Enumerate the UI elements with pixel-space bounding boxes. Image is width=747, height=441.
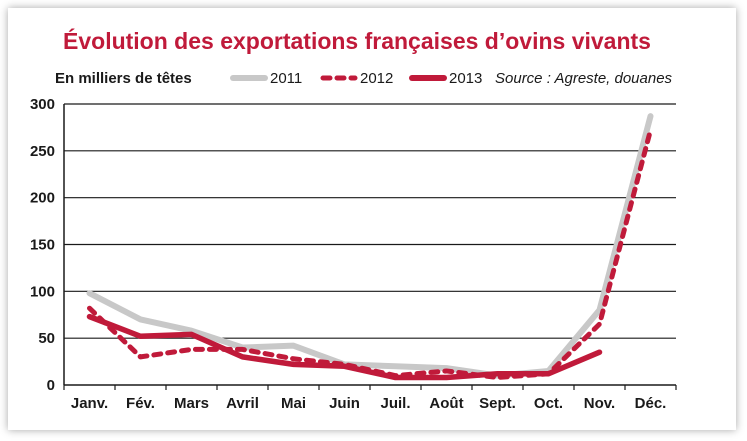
x-tick-label: Juin [329,395,360,412]
y-tick-labels: 0 50 100 150 200 250 300 [30,96,55,394]
x-tick-label: Sept. [479,395,516,412]
legend: 2011 2012 2013 [230,70,482,87]
x-tick-label: Fév. [126,395,155,412]
y-tick-label: 250 [30,143,55,160]
legend-label-2012: 2012 [360,70,393,87]
y-tick-label: 200 [30,190,55,207]
x-tick-label: Oct. [534,395,563,412]
series-layer [86,113,654,381]
y-tick-label: 50 [38,330,55,347]
chart-title: Évolution des exportations françaises d’… [63,27,651,54]
y-tick-label: 150 [30,237,55,254]
series-line-2012 [87,127,653,381]
legend-label-2013: 2013 [449,70,482,87]
y-tick-label: 0 [47,377,55,394]
x-tick-label: Avril [226,395,259,412]
legend-label-2011: 2011 [270,70,302,87]
x-tick-label: Mars [174,395,209,412]
y-tick-label: 100 [30,283,55,300]
x-tick-label: Août [429,395,463,412]
axes [63,104,677,390]
source-note: Source : Agreste, douanes [495,70,673,87]
x-tick-label: Déc. [635,395,667,412]
y-axis-label: En milliers de têtes [55,70,192,87]
x-tick-labels: Janv. Fév. Mars Avril Mai Juin Juil. Août Sept. O… [71,395,666,412]
series-line-2011 [86,113,654,379]
x-tick-label: Janv. [71,395,108,412]
chart-frame [8,8,736,430]
y-tick-label: 300 [30,96,55,113]
x-tick-label: Nov. [584,395,615,412]
gridlines [64,103,676,339]
x-tick-label: Juil. [380,395,410,412]
x-tick-label: Mai [281,395,306,412]
